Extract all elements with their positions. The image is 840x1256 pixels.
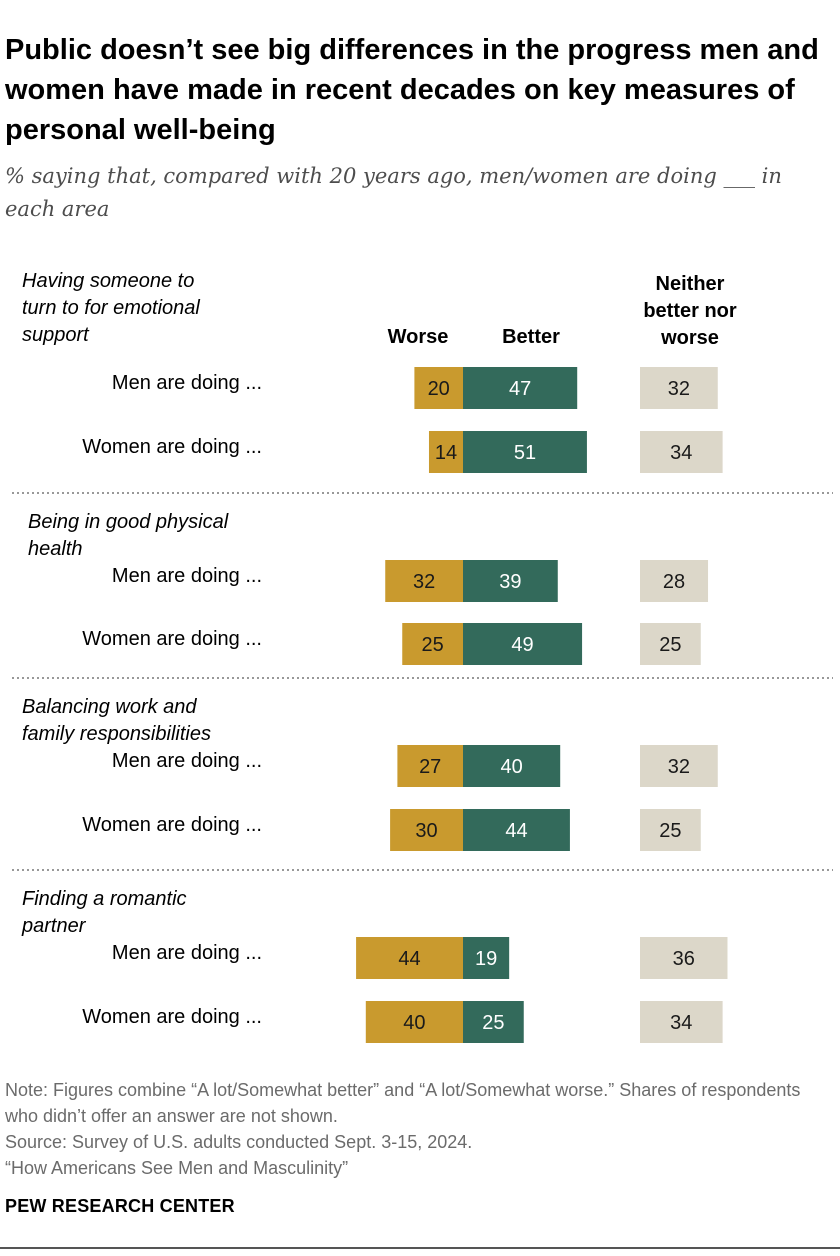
group-label: Being in good physical health [28,511,229,560]
row-label: Men are doing ... [112,942,262,964]
bar-neither [640,431,723,473]
bar-neither-label: 25 [659,634,681,656]
bar-worse-label: 14 [435,442,457,464]
bar-neither-label: 32 [668,756,690,778]
bar-better [463,809,570,851]
row-label: Women are doing ... [82,1006,262,1028]
column-header-neither: Neither better nor worse [643,273,737,349]
bar-neither-label: 34 [670,1012,692,1034]
row-label: Women are doing ... [82,628,262,650]
bar-better-label: 40 [500,756,522,778]
column-header-better: Better [502,326,560,348]
brand-logo-text: PEW RESEARCH CENTER [5,1196,235,1216]
chart-title: Public doesn’t see big differences in th… [5,34,819,146]
bar-better-label: 25 [482,1012,504,1034]
bar-better-label: 51 [514,442,536,464]
bar-better [463,623,583,665]
bar-better-label: 47 [509,378,531,400]
bar-worse-label: 25 [422,634,444,656]
bar-worse-label: 27 [419,756,441,778]
bar-better-label: 39 [499,571,521,593]
bar-worse [397,745,463,787]
chart-subtitle: % saying that, compared with 20 years ag… [5,164,782,221]
bar-worse-label: 30 [415,820,437,842]
bar-worse [414,367,463,409]
bar-worse [365,1001,463,1043]
bar-neither-label: 32 [668,378,690,400]
bar-neither [640,809,701,851]
bar-worse-label: 44 [398,948,420,970]
bar-worse-label: 32 [413,571,435,593]
bar-neither-label: 36 [673,948,695,970]
bar-neither [640,745,718,787]
bar-better-label: 19 [475,948,497,970]
bar-better [463,1001,524,1043]
bottom-rule [0,1247,840,1249]
bar-neither [640,623,701,665]
bar-neither [640,1001,723,1043]
bar-worse [390,809,463,851]
diverging-bar-chart: Worse Better Neither better nor worse Having … [12,270,833,1043]
bar-neither-label: 34 [670,442,692,464]
row-label: Women are doing ... [82,814,262,836]
group-label: Having someone to turn to for emotional su… [22,270,200,346]
column-header-worse: Worse [388,326,449,348]
bar-better [463,431,587,473]
bar-neither [640,367,718,409]
source-text: Source: Survey of U.S. adults conducted … [5,1132,473,1152]
bar-better [463,745,561,787]
bar-worse [385,560,463,602]
bar-worse [428,431,463,473]
group-label: Finding a romantic partner [21,888,187,937]
chart-notes: Note: Figures combine “A lot/Somewhat be… [5,1077,825,1181]
bar-neither-label: 28 [663,571,685,593]
bar-neither-label: 25 [659,820,681,842]
bar-better [463,367,578,409]
note-text: Note: Figures combine “A lot/Somewhat be… [5,1080,801,1126]
row-label: Women are doing ... [82,436,262,458]
bar-worse [356,937,463,979]
group-label: Balancing work and family responsibilitie… [22,696,211,745]
bar-neither [640,560,709,602]
row-label: Men are doing ... [112,750,262,772]
report-title: “How Americans See Men and Masculinity” [5,1158,349,1178]
bar-worse [402,623,463,665]
bar-better-label: 49 [511,634,533,656]
row-label: Men are doing ... [112,372,262,394]
row-label: Men are doing ... [112,565,262,587]
bar-neither [640,937,728,979]
bar-better [463,937,510,979]
bar-worse-label: 40 [403,1012,425,1034]
bar-better-label: 44 [505,820,527,842]
bar-worse-label: 20 [428,378,450,400]
bar-better [463,560,558,602]
